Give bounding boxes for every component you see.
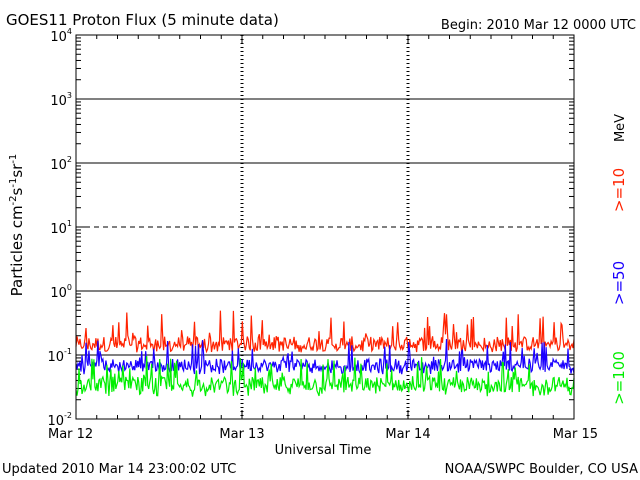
y-axis-label-s: s — [8, 187, 26, 195]
series-line-0 — [75, 310, 575, 354]
y-tick-label-0: 104 — [50, 27, 72, 45]
y-axis-label: Particles cm-2s-1sr-1 — [8, 154, 26, 297]
y-tick-exponent: 4 — [67, 27, 72, 36]
credit-label: NOAA/SWPC Boulder, CO USA — [445, 462, 638, 477]
y-tick-base: 10 — [50, 30, 67, 45]
plot-area — [75, 34, 575, 420]
x-axis-label: Universal Time — [275, 443, 372, 458]
y-axis-label-text: Particles cm — [8, 205, 26, 296]
y-tick-base: 10 — [50, 286, 67, 301]
y-tick-base: 10 — [50, 158, 67, 173]
x-tick-label-2: Mar 14 — [385, 427, 430, 442]
y-tick-base: 10 — [47, 350, 64, 365]
y-axis-label-sup2: -1 — [8, 178, 19, 188]
legend-unit-mev: MeV — [613, 114, 628, 142]
y-tick-base: 10 — [50, 94, 67, 109]
y-tick-exponent: -1 — [64, 347, 72, 356]
series-line-2 — [75, 356, 575, 397]
x-tick-labels: Mar 12 Mar 13 Mar 14 Mar 15 — [48, 427, 598, 442]
legend-series-100: >=100 — [610, 351, 628, 405]
x-tick-label-3: Mar 15 — [553, 427, 598, 442]
chart-title: GOES11 Proton Flux (5 minute data) — [6, 11, 279, 29]
y-tick-exponent: 0 — [67, 283, 72, 292]
legend-series-50: >=50 — [610, 261, 628, 305]
y-tick-exponent: 1 — [67, 219, 72, 228]
y-tick-label-6: 10-2 — [47, 411, 72, 429]
x-tick-label-0: Mar 12 — [48, 427, 93, 442]
y-tick-exponent: -2 — [64, 411, 72, 420]
updated-timestamp: Updated 2010 Mar 14 23:00:02 UTC — [2, 462, 236, 477]
y-tick-exponent: 3 — [67, 91, 72, 100]
y-axis-label-sup3: -1 — [8, 154, 19, 164]
y-tick-label-3: 101 — [50, 219, 72, 237]
y-tick-label-4: 100 — [50, 283, 72, 301]
y-tick-label-5: 10-1 — [47, 347, 72, 365]
y-tick-base: 10 — [47, 414, 64, 429]
y-axis-label-sup1: -2 — [8, 195, 19, 205]
y-tick-base: 10 — [50, 222, 67, 237]
x-tick-label-1: Mar 13 — [219, 427, 264, 442]
y-tick-label-1: 103 — [50, 91, 72, 109]
plot-frame — [75, 34, 575, 420]
y-axis-label-sr: sr — [8, 163, 26, 178]
legend-series-10: >=10 — [610, 168, 628, 212]
y-tick-exponent: 2 — [67, 155, 72, 164]
y-tick-label-2: 102 — [50, 155, 72, 173]
begin-time: Begin: 2010 Mar 12 0000 UTC — [441, 18, 636, 33]
